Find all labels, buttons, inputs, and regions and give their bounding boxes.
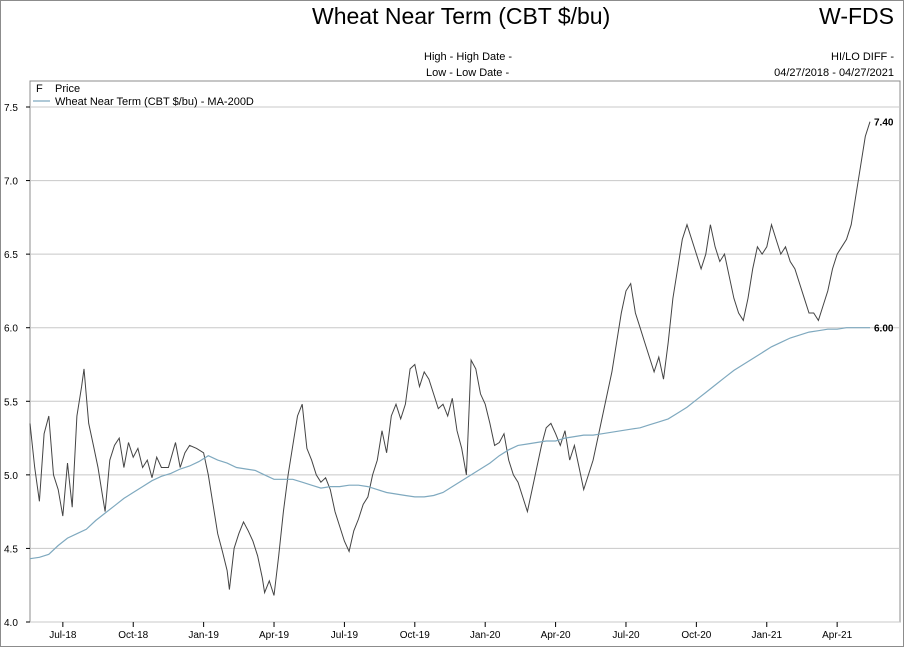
y-tick-label: 7.5 <box>4 103 18 114</box>
x-tick-label: Oct-18 <box>118 630 148 641</box>
legend-ma-label: Wheat Near Term (CBT $/bu) - MA-200D <box>55 96 254 108</box>
hilo-diff-label: HI/LO DIFF - <box>831 51 894 63</box>
date-range: 04/27/2018 - 04/27/2021 <box>774 67 894 79</box>
y-tick-label: 4.0 <box>4 618 18 629</box>
x-tick-label: Apr-20 <box>541 630 571 641</box>
x-tick-label: Jan-20 <box>470 630 501 641</box>
legend-price-label: Price <box>55 83 80 95</box>
y-tick-label: 4.5 <box>4 544 18 555</box>
legend-price-marker: F <box>36 83 43 95</box>
x-tick-label: Oct-20 <box>681 630 711 641</box>
x-tick-label: Oct-19 <box>400 630 430 641</box>
high-label: High - High Date - <box>424 51 513 63</box>
ma-200d-line <box>29 327 870 560</box>
price-line <box>29 121 871 596</box>
y-axis: 4.0 4.5 5.0 5.5 6.0 6.5 7.0 7.5 <box>4 103 30 629</box>
ma-200d-line-last-value: 6.00 <box>874 324 894 335</box>
y-tick-label: 6.0 <box>4 324 18 335</box>
symbol-code: W-FDS <box>819 3 894 29</box>
y-tick-label: 7.0 <box>4 177 18 188</box>
x-tick-label: Jan-21 <box>751 630 782 641</box>
price-line-last-value: 7.40 <box>874 118 894 129</box>
x-tick-label: Jul-20 <box>612 630 640 641</box>
x-tick-label: Apr-19 <box>259 630 289 641</box>
x-tick-label: Jul-19 <box>331 630 359 641</box>
y-tick-label: 5.5 <box>4 397 18 408</box>
gridlines <box>30 106 900 623</box>
low-label: Low - Low Date - <box>426 67 510 79</box>
y-tick-label: 6.5 <box>4 250 18 261</box>
chart-title: Wheat Near Term (CBT $/bu) <box>312 3 611 29</box>
series-group: 7.40 6.00 <box>29 118 894 596</box>
x-tick-label: Apr-21 <box>822 630 852 641</box>
plot-area <box>29 80 901 623</box>
x-axis: Jul-18 Oct-18 Jan-19 Apr-19 Jul-19 Oct-19 Jan-… <box>49 622 853 641</box>
x-tick-label: Jan-19 <box>188 630 219 641</box>
x-tick-label: Jul-18 <box>49 630 77 641</box>
y-tick-label: 5.0 <box>4 471 18 482</box>
